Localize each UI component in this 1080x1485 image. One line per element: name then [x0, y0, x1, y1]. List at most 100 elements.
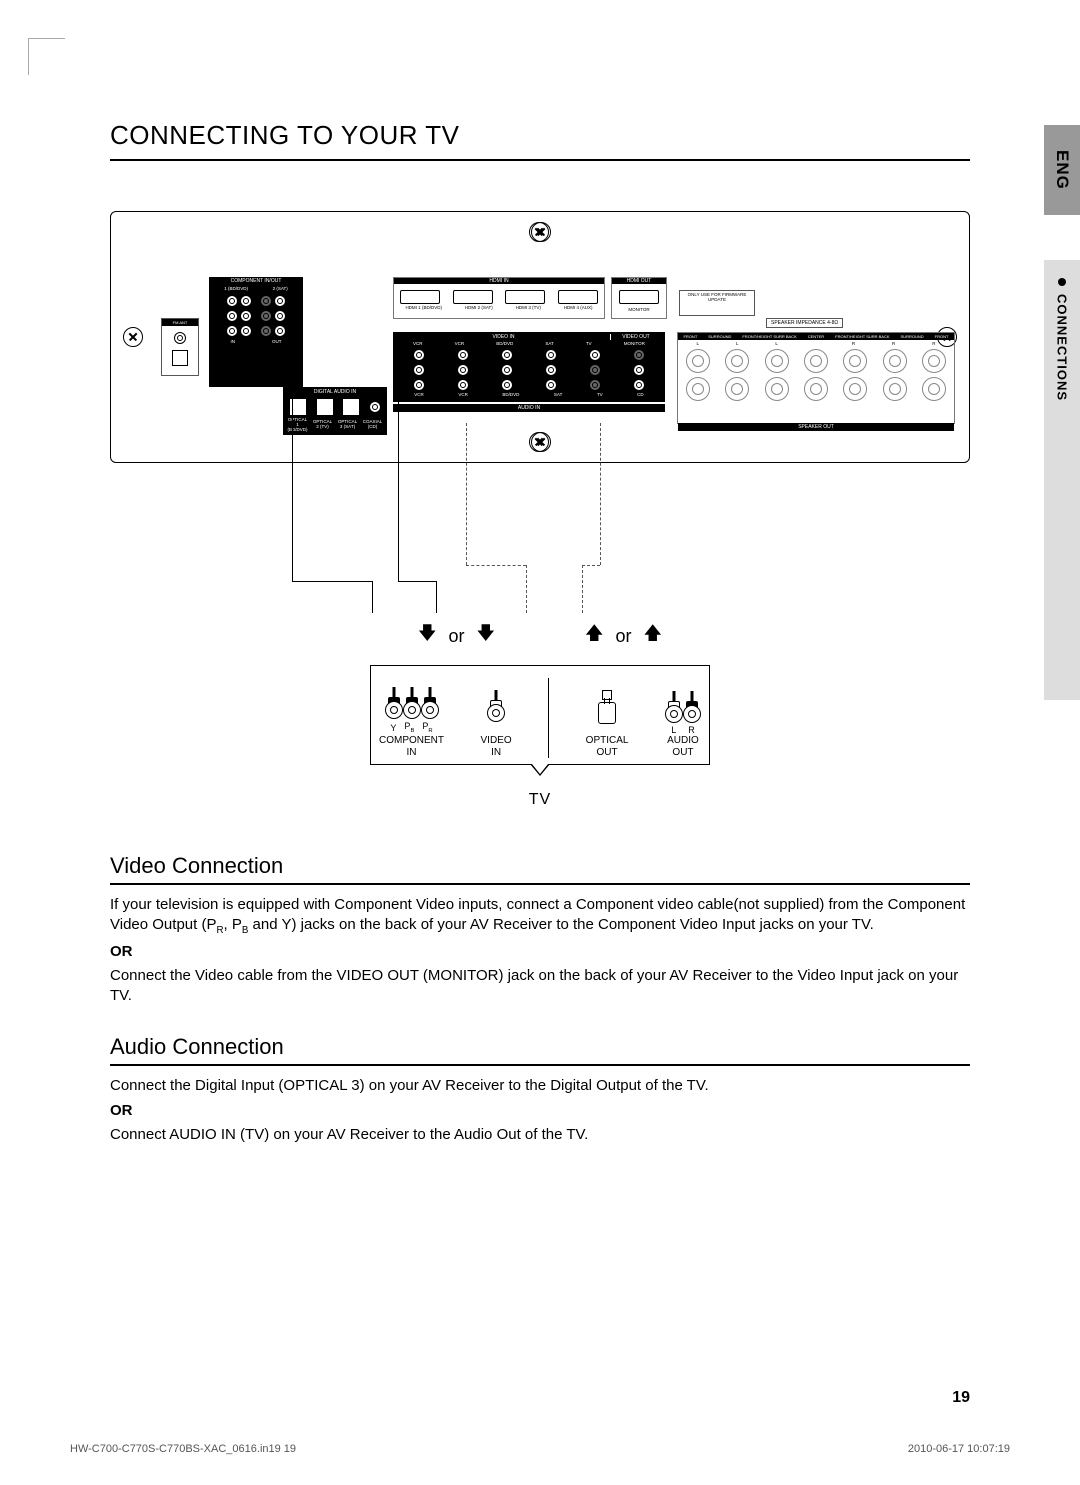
caption: IN: [407, 747, 417, 759]
caption: OUT: [597, 747, 618, 759]
speaker-impedance-label: SPEAKER IMPEDANCE 4-8Ω: [766, 318, 843, 328]
spk-col: FRONT/HEIGHT SURR BACK: [835, 334, 889, 339]
speaker-terminal: [723, 375, 751, 403]
hdmi-slot: [558, 290, 598, 304]
col-lbl: VCR: [455, 342, 465, 347]
spk-col: FRONT/HEIGHT SURR BACK: [742, 334, 796, 339]
up-arrow-icon: 🡅: [585, 621, 604, 651]
slot-lbl: OPTICAL 2 (TV): [313, 420, 333, 430]
rca-plug-icon: [423, 687, 437, 719]
title-rule: [110, 159, 970, 161]
coax-jack: [369, 401, 381, 413]
col-lbl: VCR: [414, 393, 424, 398]
y-label: Y: [390, 723, 396, 733]
hdmi-in-panel: HDMI IN HDMI 1 (BD/DVD) HDMI 2 (SAT) HDM…: [393, 277, 605, 319]
speaker-header: SPEAKER OUT: [678, 423, 954, 431]
lr: R: [932, 341, 935, 346]
language-tab: ENG: [1044, 125, 1080, 215]
screw-icon: [531, 222, 551, 242]
caption: AUDIO: [667, 735, 699, 747]
video-p2: Connect the Video cable from the VIDEO O…: [110, 966, 970, 1007]
col-label: 2 (SAT): [273, 287, 288, 292]
video-io-panel: VIDEO IN VIDEO OUT VCR VCR BD/DVD SAT TV…: [393, 332, 665, 402]
caption: OUT: [672, 747, 693, 759]
speaker-terminal: [881, 347, 909, 375]
tv-connector-box: Y PB PR COMPONENT IN VIDEO IN OPTICAL OU…: [370, 665, 710, 765]
component-header: COMPONENT IN/OUT: [209, 277, 303, 285]
caption: IN: [491, 747, 501, 759]
component-in-group: Y PB PR COMPONENT IN: [379, 687, 444, 758]
speaker-terminal: [684, 375, 712, 403]
section-label: CONNECTIONS: [1055, 294, 1070, 401]
or-label: OR: [110, 1102, 970, 1119]
fm-label: FM ANT: [162, 319, 198, 326]
usb-note: ONLY USE FOR FIRMWARE UPDATE: [679, 290, 755, 316]
rca-plug-icon: [489, 690, 503, 722]
rca-plug-icon: [405, 687, 419, 719]
section-tab: CONNECTIONS: [1044, 260, 1080, 700]
vid-out-header: VIDEO OUT: [611, 334, 661, 340]
lr: L: [775, 341, 778, 346]
or-row: 🡇 or 🡇 🡅 or 🡅: [110, 621, 970, 651]
col-lbl: MONITOR: [624, 342, 645, 347]
hdmi-slot: [619, 290, 659, 304]
row-label: IN: [231, 340, 236, 345]
col-lbl: BD/DVD: [496, 342, 513, 347]
slot-lbl: OPTICAL 3 (SAT): [338, 420, 358, 430]
col-lbl: BD/DVD: [502, 393, 519, 398]
page-title: CONNECTING TO YOUR TV: [110, 120, 970, 151]
col-lbl: TV: [586, 342, 592, 347]
spk-col: SURROUND: [708, 334, 731, 339]
rca-plug-icon: [667, 691, 681, 723]
page-number: 19: [952, 1389, 970, 1407]
lr: L: [736, 341, 739, 346]
rule: [110, 1064, 970, 1066]
hdmi-slot: [400, 290, 440, 304]
optical-jack: [342, 398, 360, 416]
video-in-group: VIDEO IN: [481, 690, 512, 758]
dig-header: DIGITAL AUDIO IN: [285, 389, 385, 395]
speaker-terminal: [802, 375, 830, 403]
slot-lbl: COAXIAL (CD): [363, 420, 383, 430]
col-lbl: VCR: [458, 393, 468, 398]
l-label: L: [671, 725, 676, 735]
up-arrow-icon: 🡅: [644, 621, 663, 651]
or-label: or: [448, 626, 464, 647]
col-lbl: TV: [597, 393, 603, 398]
slot-lbl: OPTICAL 1 (BD/DVD): [288, 418, 308, 433]
speaker-out-panel: FRONT SURROUND FRONT/HEIGHT SURR BACK CE…: [677, 332, 955, 424]
caption: VIDEO: [481, 735, 512, 747]
speaker-terminal: [723, 347, 751, 375]
hdmi-slot: [453, 290, 493, 304]
caption: COMPONENT: [379, 735, 444, 747]
video-heading: Video Connection: [110, 853, 970, 879]
hdmi-out-header: HDMI OUT: [612, 278, 666, 284]
audio-p1: Connect the Digital Input (OPTICAL 3) on…: [110, 1076, 970, 1096]
lr: L: [696, 341, 699, 346]
row-label: OUT: [272, 340, 282, 345]
audio-in-header: AUDIO IN: [393, 404, 665, 412]
screw-icon: [123, 327, 143, 347]
optical-jack: [316, 398, 334, 416]
pb-label: PB: [404, 721, 414, 735]
col-label: 1 (BD/DVD): [224, 287, 248, 292]
fm-antenna-panel: FM ANT: [161, 318, 199, 376]
screw-icon: [531, 432, 551, 452]
r-label: R: [688, 725, 695, 735]
speaker-terminal: [881, 375, 909, 403]
vid-in-header: VIDEO IN: [397, 334, 611, 340]
speaker-terminal: [841, 375, 869, 403]
optical-out-group: OPTICAL OUT: [586, 690, 629, 758]
fm-jack: [174, 332, 186, 344]
speaker-terminal: [684, 347, 712, 375]
speaker-terminal: [763, 375, 791, 403]
speaker-terminal: [802, 347, 830, 375]
cable-diagram: [110, 493, 970, 613]
rca-plug-icon: [387, 687, 401, 719]
or-label: OR: [110, 943, 970, 960]
slot-label: HDMI 3 (TV): [516, 306, 541, 311]
col-lbl: SAT: [554, 393, 562, 398]
audio-p2: Connect AUDIO IN (TV) on your AV Receive…: [110, 1125, 970, 1145]
lr: R: [852, 341, 855, 346]
hdmi-out-panel: HDMI OUT MONITOR: [611, 277, 667, 319]
